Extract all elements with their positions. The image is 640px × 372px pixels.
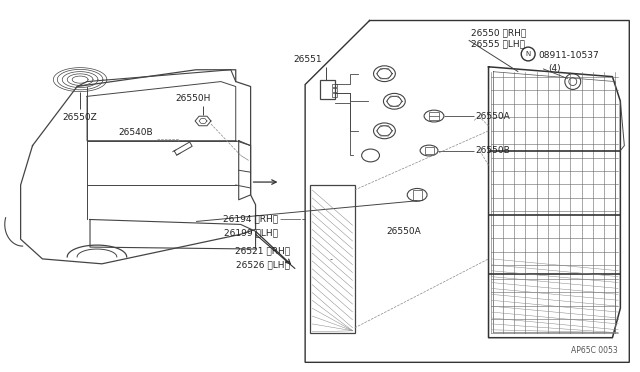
Text: 26550H: 26550H	[175, 94, 211, 103]
Bar	[332, 89, 337, 92]
Bar	[413, 190, 422, 200]
Text: AP65C 0053: AP65C 0053	[571, 346, 618, 355]
Text: N: N	[525, 51, 531, 57]
Text: 26551: 26551	[294, 55, 323, 64]
Text: 08911-10537: 08911-10537	[538, 51, 599, 60]
Text: 26526 〈LH〉: 26526 〈LH〉	[236, 260, 291, 269]
Text: 26550A: 26550A	[476, 112, 510, 121]
Bar	[332, 93, 337, 97]
Bar	[332, 84, 337, 87]
Text: 26550Z: 26550Z	[62, 113, 97, 122]
Text: 26199 〈LH〉: 26199 〈LH〉	[225, 228, 278, 237]
Text: 26194 〈RH〉: 26194 〈RH〉	[223, 215, 278, 224]
Bar	[429, 112, 439, 120]
Text: 26550A: 26550A	[386, 227, 420, 236]
Text: 26540B: 26540B	[119, 128, 154, 137]
Bar	[425, 147, 434, 154]
Text: 26521 〈RH〉: 26521 〈RH〉	[235, 246, 291, 255]
Text: 26550 〈RH〉: 26550 〈RH〉	[470, 28, 526, 37]
Text: 26550B: 26550B	[476, 146, 510, 155]
Text: 26555 〈LH〉: 26555 〈LH〉	[470, 40, 525, 49]
Bar	[310, 185, 355, 333]
Text: (4): (4)	[548, 64, 561, 73]
Bar	[320, 80, 335, 99]
